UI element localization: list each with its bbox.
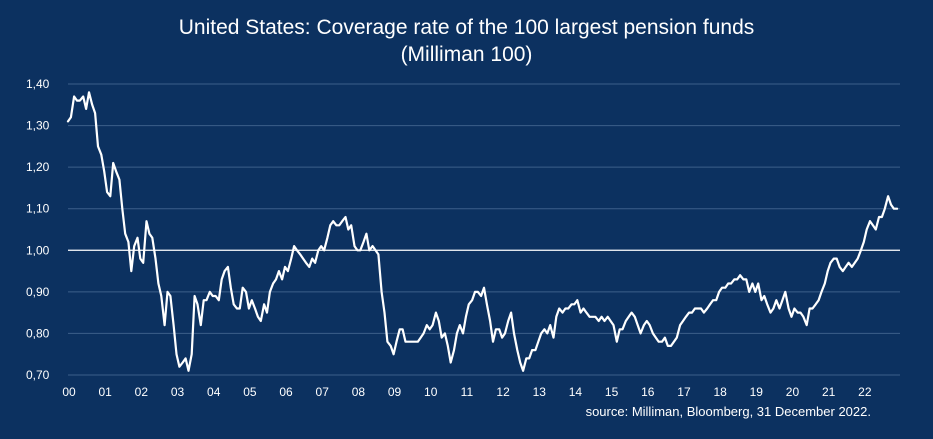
chart-title: United States: Coverage rate of the 100 … <box>0 14 933 68</box>
chart-title-line1: United States: Coverage rate of the 100 … <box>178 16 755 39</box>
x-tick-label: 12 <box>496 385 510 399</box>
y-tick-label: 1,20 <box>26 160 50 174</box>
x-tick-label: 15 <box>605 385 619 399</box>
x-tick-label: 05 <box>243 385 257 399</box>
x-tick-label: 08 <box>352 385 366 399</box>
x-tick-label: 16 <box>641 385 655 399</box>
y-tick-label: 0,80 <box>26 326 50 340</box>
x-tick-label: 11 <box>461 385 474 399</box>
x-tick-label: 21 <box>822 385 836 399</box>
y-tick-label: 0,70 <box>26 368 50 382</box>
x-tick-label: 06 <box>279 385 293 399</box>
y-tick-label: 1,40 <box>26 77 50 91</box>
x-tick-label: 07 <box>316 385 330 399</box>
source-note: source: Milliman, Bloomberg, 31 December… <box>585 404 871 419</box>
x-tick-label: 10 <box>424 385 438 399</box>
chart-title-line2: (Milliman 100) <box>400 43 533 66</box>
y-tick-label: 1,10 <box>26 202 50 216</box>
x-tick-label: 00 <box>62 385 76 399</box>
series-line <box>66 91 899 372</box>
x-tick-label: 02 <box>135 385 149 399</box>
x-tick-label: 19 <box>750 385 764 399</box>
x-tick-label: 01 <box>98 385 112 399</box>
x-tick-label: 03 <box>171 385 185 399</box>
x-tick-label: 14 <box>569 385 583 399</box>
x-tick-label: 17 <box>677 385 691 399</box>
y-tick-label: 1,30 <box>26 119 50 133</box>
x-tick-label: 18 <box>713 385 727 399</box>
y-tick-label: 1,00 <box>26 243 50 257</box>
y-tick-label: 0,90 <box>26 285 50 299</box>
x-tick-label: 20 <box>786 385 800 399</box>
x-tick-label: 09 <box>388 385 402 399</box>
x-tick-label: 13 <box>533 385 547 399</box>
x-tick-label: 22 <box>858 385 872 399</box>
x-tick-label: 04 <box>207 385 221 399</box>
